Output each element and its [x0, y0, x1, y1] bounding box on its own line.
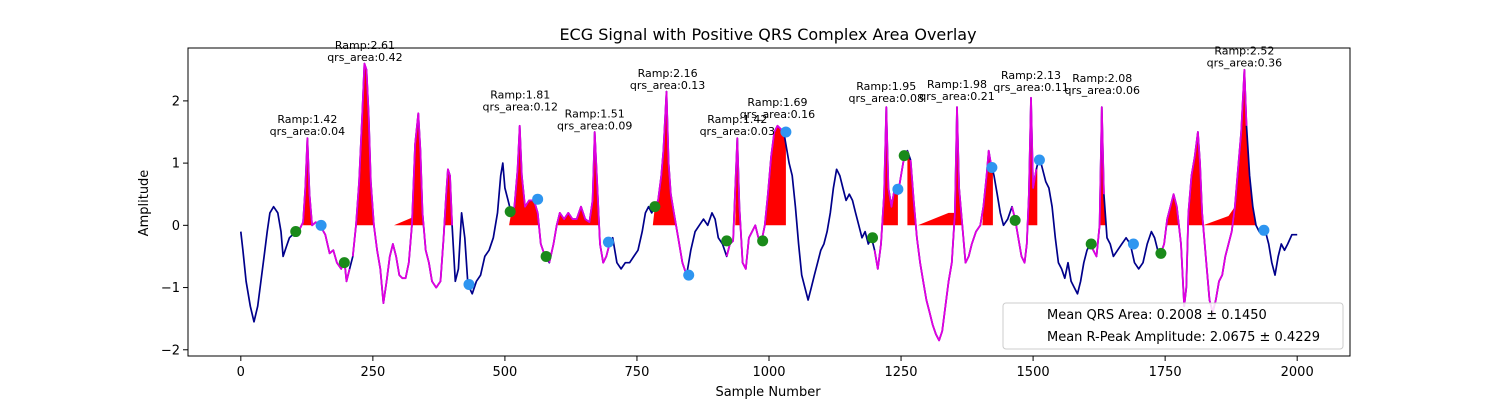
chart-title: ECG Signal with Positive QRS Complex Are…: [559, 25, 976, 44]
qrs-onset-marker: [898, 150, 910, 162]
x-axis-title: Sample Number: [715, 385, 821, 400]
qrs-onset-marker: [540, 250, 552, 262]
peak-area-label: qrs_area:0.21: [919, 90, 994, 103]
x-tick-label: 1250: [884, 365, 917, 380]
qrs-area-fill: [356, 63, 374, 226]
y-tick-label: 0: [172, 219, 180, 234]
peak-ramp-label: Ramp:1.51: [565, 107, 625, 120]
plot-area: Ramp:1.42qrs_area:0.04Ramp:2.61qrs_area:…: [239, 39, 1298, 342]
y-tick-label: −2: [161, 343, 180, 358]
x-tick-label: 750: [625, 365, 650, 380]
qrs-offset-marker: [463, 278, 475, 290]
qrs-area-fill: [1166, 194, 1179, 226]
qrs-segment-line: [725, 124, 785, 270]
qrs-onset-marker: [290, 226, 302, 238]
qrs-area-fill: [765, 125, 786, 226]
qrs-segment-line: [1011, 96, 1038, 264]
qrs-offset-marker: [780, 126, 792, 138]
qrs-onset-marker: [338, 257, 350, 269]
peak-ramp-label: Ramp:2.08: [1072, 72, 1132, 85]
legend-box: [1002, 302, 1344, 350]
peak-area-label: qrs_area:0.06: [1065, 84, 1140, 97]
y-axis-ticks: −2 −1 0 1 2: [161, 94, 188, 358]
qrs-onset-marker: [1085, 238, 1097, 250]
peak-area-label: qrs_area:0.08: [849, 92, 924, 105]
qrs-segment-line: [548, 131, 611, 264]
qrs-offset-marker: [315, 219, 327, 231]
qrs-segment-line: [873, 106, 909, 270]
qrs-offset-marker: [602, 236, 614, 248]
qrs-segment-line: [351, 62, 453, 305]
peak-area-label: qrs_area:0.04: [270, 125, 345, 138]
x-tick-label: 0: [237, 365, 245, 380]
qrs-onset-marker: [1155, 247, 1167, 259]
peak-area-label: qrs_area:0.16: [740, 108, 815, 121]
legend-entry-mean-qrs-area: Mean QRS Area: 0.2008 ± 0.1450: [1047, 308, 1267, 323]
x-tick-label: 250: [360, 365, 385, 380]
qrs-onset-marker: [504, 206, 516, 218]
x-tick-label: 1000: [752, 365, 785, 380]
x-tick-label: 1500: [1017, 365, 1050, 380]
qrs-offset-marker: [1258, 224, 1270, 236]
peak-ramp-label: Ramp:1.98: [927, 78, 987, 91]
qrs-onset-marker: [757, 235, 769, 247]
qrs-offset-marker: [1127, 238, 1139, 250]
y-tick-label: −1: [161, 281, 180, 296]
qrs-offset-marker: [683, 269, 695, 281]
qrs-onset-marker: [649, 201, 661, 213]
qrs-offset-marker: [532, 193, 544, 205]
qrs-area-fill: [917, 107, 963, 226]
peak-ramp-label: Ramp:2.16: [638, 67, 698, 80]
peak-area-label: qrs_area:0.13: [630, 79, 705, 92]
x-tick-label: 1750: [1149, 365, 1182, 380]
qrs-segment-line: [909, 106, 992, 342]
x-tick-label: 500: [492, 365, 517, 380]
annotation-layer: Ramp:1.42qrs_area:0.04Ramp:2.61qrs_area:…: [270, 39, 1282, 138]
peak-ramp-label: Ramp:1.42: [707, 113, 767, 126]
qrs-offset-marker: [892, 183, 904, 195]
qrs-offset-marker: [1033, 154, 1045, 166]
marker-layer: [290, 126, 1270, 290]
peak-ramp-label: Ramp:1.81: [490, 89, 550, 102]
peak-area-label: qrs_area:0.36: [1207, 57, 1282, 70]
y-tick-label: 2: [172, 94, 180, 109]
peak-area-label: qrs_area:0.09: [557, 119, 632, 132]
qrs-segment-line: [654, 90, 688, 276]
peak-ramp-label: Ramp:1.69: [747, 96, 807, 109]
peak-area-label: qrs_area:0.42: [327, 51, 402, 64]
qrs-offset-marker: [986, 161, 998, 173]
qrs-segment-line: [1160, 68, 1248, 314]
peak-area-label: qrs_area:0.03: [700, 125, 775, 138]
peak-ramp-label: Ramp:2.13: [1001, 69, 1061, 82]
peak-area-label: qrs_area:0.12: [482, 101, 557, 114]
peak-ramp-label: Ramp:2.61: [335, 39, 395, 52]
legend: Mean QRS Area: 0.2008 ± 0.1450 Mean R-Pe…: [1002, 302, 1344, 350]
qrs-segment-line: [510, 124, 546, 257]
qrs-area-fill: [1188, 132, 1204, 226]
peak-ramp-label: Ramp:1.95: [856, 80, 916, 93]
x-axis-ticks: 0 250 500 750 1000 1250 1500 1750 2000: [237, 356, 1314, 380]
qrs-onset-marker: [867, 232, 879, 244]
qrs-onset-marker: [721, 235, 733, 247]
peak-ramp-label: Ramp:1.42: [277, 113, 337, 126]
y-tick-label: 1: [172, 157, 180, 172]
qrs-area-fill: [652, 91, 677, 226]
peak-area-label: qrs_area:0.11: [993, 81, 1068, 94]
y-axis-title: Amplitude: [137, 170, 152, 237]
x-tick-label: 2000: [1281, 365, 1314, 380]
qrs-onset-marker: [1009, 214, 1021, 226]
legend-entry-mean-r-peak-amplitude: Mean R-Peak Amplitude: 2.0675 ± 0.4229: [1047, 330, 1320, 345]
